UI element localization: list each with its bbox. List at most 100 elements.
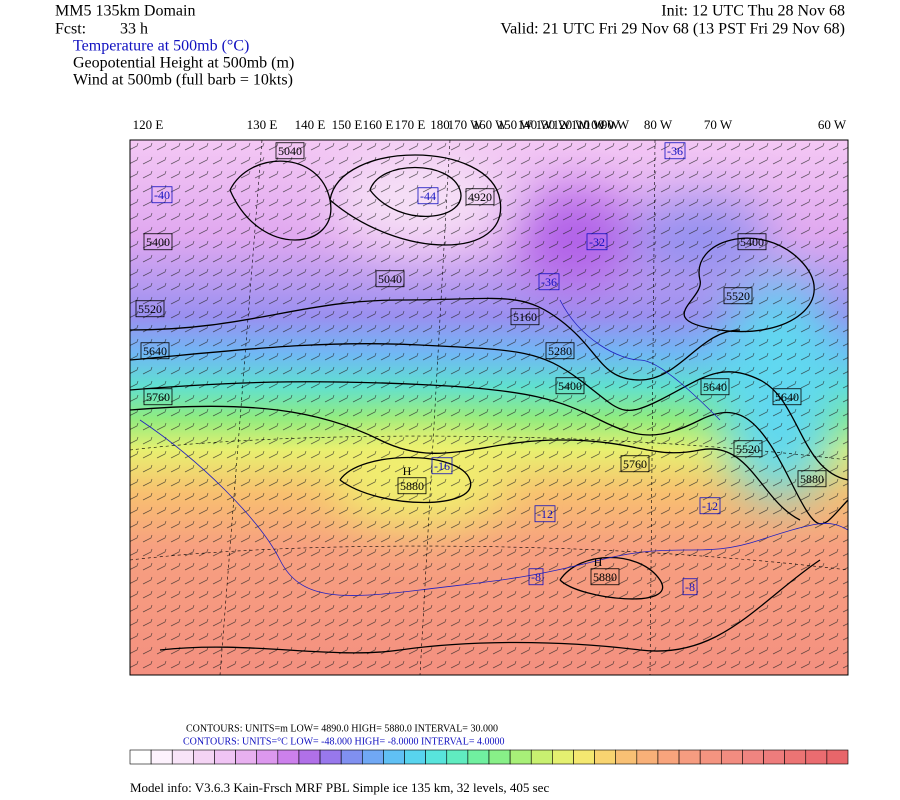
label-box — [538, 273, 560, 291]
label-box — [534, 505, 556, 523]
label-box — [555, 377, 585, 395]
temperature-label: -36 — [667, 144, 683, 158]
longitude-line — [419, 140, 451, 675]
contour — [369, 166, 462, 218]
color-swatch — [467, 749, 490, 765]
high-marker: H — [403, 464, 412, 478]
longitude-label: 140 E — [295, 117, 326, 132]
temperature-label: -40 — [154, 188, 170, 202]
height-contours — [130, 154, 848, 654]
label-box — [465, 188, 495, 206]
longitude-label: 150 E — [332, 117, 363, 132]
color-swatch — [319, 749, 342, 765]
temperature-label: -8 — [531, 570, 541, 584]
color-swatch — [193, 749, 215, 765]
contour — [683, 237, 815, 333]
label-box — [733, 440, 763, 458]
height-contour-info: CONTOURS: UNITS=m LOW= 4890.0 HIGH= 5880… — [186, 723, 498, 734]
label-box — [135, 300, 165, 318]
longitude-label: 140 W — [518, 117, 554, 132]
color-swatch — [636, 749, 659, 765]
temperature-label: -12 — [702, 499, 718, 513]
temperature-label: -16 — [434, 459, 450, 473]
height-label: 5040 — [378, 272, 402, 286]
label-box — [682, 578, 698, 596]
height-label: 5520 — [138, 302, 162, 316]
color-swatch — [361, 749, 384, 765]
label-box — [510, 308, 540, 326]
label-box — [143, 233, 173, 251]
fcst-value: 33 h — [120, 21, 148, 38]
label-box — [431, 457, 453, 475]
map-area — [130, 140, 848, 675]
coastline — [559, 299, 721, 421]
label-box — [586, 233, 608, 251]
height-label: 5640 — [143, 344, 167, 358]
longitude-line — [649, 140, 656, 675]
color-swatch — [509, 749, 532, 765]
color-swatch — [298, 749, 321, 765]
label-box — [140, 342, 170, 360]
color-swatch — [594, 749, 617, 765]
height-label: 5160 — [513, 310, 537, 324]
longitude-label: 60 W — [818, 117, 847, 132]
color-swatch — [784, 749, 807, 765]
label-box — [737, 233, 767, 251]
contour — [559, 556, 664, 600]
height-label: 5520 — [726, 289, 750, 303]
contour — [159, 559, 821, 654]
color-swatch — [340, 749, 363, 765]
height-label: 5400 — [146, 235, 170, 249]
label-box — [417, 187, 439, 205]
valid-time: Valid: 21 UTC Fri 29 Nov 68 (13 PST Fri … — [500, 21, 845, 38]
coastlines — [139, 299, 848, 596]
height-label: 5400 — [740, 235, 764, 249]
contour-labels: 5040 4920 5400 5520 5640 5760 5040 5160 5280 5400… — [135, 142, 827, 596]
temperature-label: -8 — [685, 580, 695, 594]
label-box — [275, 142, 305, 160]
label-box — [699, 497, 721, 515]
color-swatch — [235, 749, 258, 765]
label-box — [151, 186, 173, 204]
color-swatch — [277, 749, 300, 765]
graticule — [130, 140, 848, 675]
temperature-label: -32 — [589, 235, 605, 249]
color-swatch — [552, 749, 574, 765]
color-swatch — [657, 749, 680, 765]
height-label: 5640 — [775, 390, 799, 404]
contour — [130, 381, 848, 525]
label-box — [797, 470, 827, 488]
height-label: 5520 — [736, 442, 760, 456]
latitude-line — [130, 435, 848, 461]
longitude-label: 160 E — [363, 117, 394, 132]
map-frame — [129, 139, 849, 676]
height-label: 5400 — [558, 379, 582, 393]
color-swatch — [171, 749, 194, 765]
temperature-label: -12 — [537, 507, 553, 521]
height-label: 5880 — [400, 479, 424, 493]
color-swatch — [742, 749, 764, 765]
color-swatch — [699, 749, 722, 765]
height-label: 5760 — [623, 457, 647, 471]
title: MM5 135km Domain — [55, 3, 195, 20]
label-box — [590, 568, 620, 586]
label-box — [664, 142, 686, 160]
label-box — [143, 388, 173, 406]
longitude-label: 170 W — [448, 117, 484, 132]
color-swatch — [530, 749, 553, 765]
coastline — [139, 419, 848, 596]
color-swatch — [425, 749, 448, 765]
height-label: 5880 — [800, 472, 824, 486]
label-box — [545, 342, 575, 360]
color-swatch — [615, 749, 638, 765]
height-label: 5040 — [278, 144, 302, 158]
contour — [229, 160, 332, 241]
model-info: Model info: V3.6.3 Kain-Frsch MRF PBL Si… — [130, 780, 549, 795]
fcst-label: Fcst: — [55, 21, 86, 38]
color-swatch — [720, 749, 743, 765]
label-box — [375, 270, 405, 288]
longitude-label: 110 W — [571, 117, 606, 132]
